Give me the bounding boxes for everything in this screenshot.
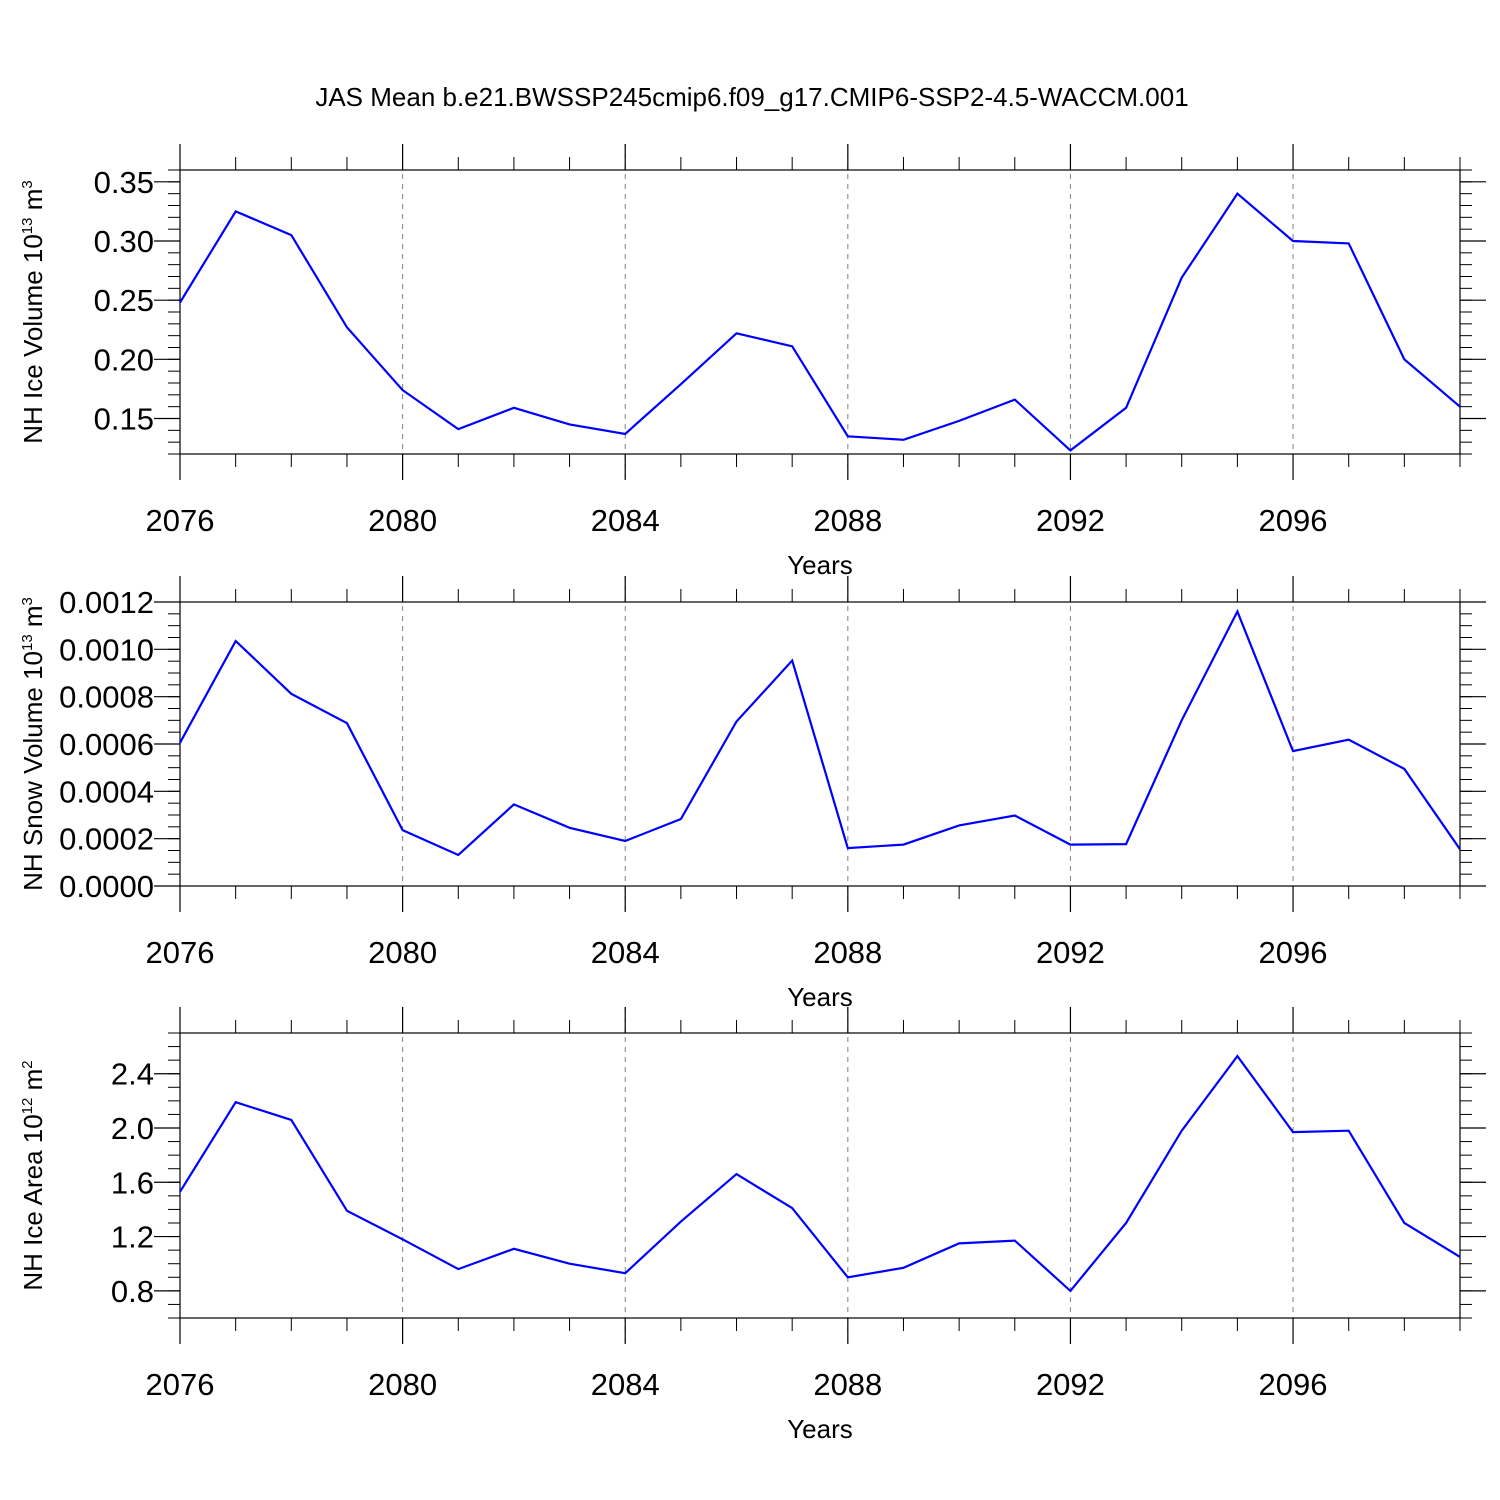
- y-axis-title-exponent: 12: [19, 1098, 36, 1115]
- y-tick-label: 1.2: [111, 1220, 154, 1255]
- y-tick-label: 1.6: [111, 1165, 154, 1200]
- plot-frame: [179, 169, 1461, 455]
- y-axis-title-unit: m: [18, 605, 48, 634]
- x-tick-label: 2096: [1259, 503, 1328, 538]
- series-line: [179, 192, 1461, 452]
- x-tick-label: 2076: [146, 503, 215, 538]
- x-tick-label: 2076: [146, 935, 215, 970]
- x-axis-title: Years: [787, 550, 853, 580]
- y-axis-title-unit: m: [18, 189, 48, 218]
- x-tick-label: 2096: [1259, 1367, 1328, 1402]
- y-tick-label: 0.30: [94, 224, 154, 259]
- y-axis-title-exponent: 13: [19, 217, 36, 234]
- ice-volume-panel: 0.15 0.20 0.25 0.30 0.35 2076 2080 2084 2088 2092…: [18, 144, 1486, 580]
- x-tick-label: 2080: [368, 503, 437, 538]
- y-axis-title-text: NH Snow Volume 10: [18, 651, 48, 891]
- y-tick-label: 0.0010: [59, 632, 154, 667]
- x-tick-label: 2096: [1259, 935, 1328, 970]
- y-tick-label: 0.0000: [59, 869, 154, 904]
- y-axis-title-unit: m: [18, 1069, 48, 1098]
- main-title: JAS Mean b.e21.BWSSP245cmip6.f09_g17.CMI…: [315, 82, 1188, 112]
- x-tick-label: 2080: [368, 935, 437, 970]
- y-axis-title-unit-exponent: 3: [19, 180, 36, 188]
- x-tick-label: 2092: [1036, 503, 1105, 538]
- y-tick-label: 0.8: [111, 1274, 154, 1309]
- ice-area-panel: 0.8 1.2 1.6 2.0 2.4 2076 2080 2084 2088 2092 2096 Y…: [18, 1007, 1486, 1444]
- x-tick-label: 2084: [591, 503, 660, 538]
- y-tick-label: 0.0004: [59, 774, 154, 809]
- x-tick-label: 2080: [368, 1367, 437, 1402]
- y-tick-label: 0.0008: [59, 680, 154, 715]
- y-axis-title-exponent: 13: [19, 634, 36, 651]
- y-tick-label: 0.15: [94, 402, 154, 437]
- plot-frame: [179, 1032, 1461, 1319]
- y-tick-label: 0.20: [94, 342, 154, 377]
- x-tick-label: 2092: [1036, 1367, 1105, 1402]
- y-axis-title: NH Snow Volume 1013 m3: [18, 597, 48, 891]
- y-tick-label: 0.0012: [59, 585, 154, 620]
- y-axis-title-text: NH Ice Volume 10: [18, 234, 48, 444]
- y-tick-label: 0.0002: [59, 822, 154, 857]
- x-tick-label: 2076: [146, 1367, 215, 1402]
- y-tick-label: 2.4: [111, 1057, 154, 1092]
- x-tick-label: 2088: [813, 935, 882, 970]
- y-tick-label: 0.35: [94, 165, 154, 200]
- x-tick-label: 2088: [813, 1367, 882, 1402]
- x-axis-title: Years: [787, 1414, 853, 1444]
- y-tick-label: 2.0: [111, 1111, 154, 1146]
- series-line: [179, 1054, 1461, 1293]
- x-tick-label: 2092: [1036, 935, 1105, 970]
- series-line: [179, 608, 1461, 857]
- y-tick-label: 0.0006: [59, 727, 154, 762]
- x-tick-label: 2084: [591, 935, 660, 970]
- x-tick-label: 2088: [813, 503, 882, 538]
- snow-volume-panel: 0.0000 0.0002 0.0004 0.0006 0.0008 0.0010 0.00…: [18, 576, 1486, 1012]
- y-axis-title: NH Ice Volume 1013 m3: [18, 180, 48, 443]
- y-axis-title-text: NH Ice Area 10: [18, 1114, 48, 1290]
- plot-frame: [179, 601, 1461, 887]
- y-axis-title-unit-exponent: 3: [19, 597, 36, 605]
- y-tick-label: 0.25: [94, 283, 154, 318]
- x-axis-title: Years: [787, 982, 853, 1012]
- y-axis-title-unit-exponent: 2: [19, 1060, 36, 1068]
- x-tick-label: 2084: [591, 1367, 660, 1402]
- y-axis-title: NH Ice Area 1012 m2: [18, 1060, 48, 1290]
